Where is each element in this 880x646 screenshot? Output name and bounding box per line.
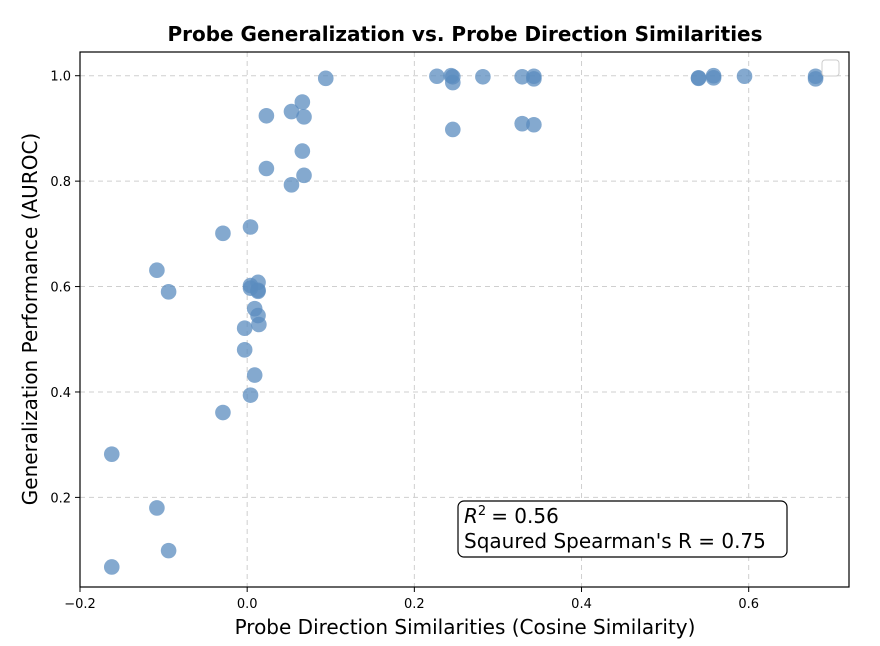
- data-point: [294, 94, 311, 110]
- data-point: [103, 446, 120, 462]
- data-point: [149, 500, 165, 516]
- data-point: [317, 70, 334, 87]
- annotation-spearman: Sqaured Spearman's R = 0.75: [464, 529, 766, 553]
- data-point: [160, 284, 177, 300]
- x-axis-label: Probe Direction Similarities (Cosine Sim…: [235, 615, 696, 639]
- data-point: [429, 68, 445, 85]
- data-point: [736, 68, 753, 85]
- plot-frame: [79, 51, 850, 588]
- data-point: [514, 115, 530, 132]
- data-points: [103, 67, 824, 575]
- data-point: [215, 404, 231, 421]
- data-point: [160, 542, 177, 559]
- data-point: [103, 559, 120, 575]
- data-point: [296, 109, 312, 125]
- r2-value: = 0.56: [491, 504, 559, 528]
- chart-title: Probe Generalization vs. Probe Direction…: [167, 22, 762, 46]
- axis-ticks: −0.2 0.0 0.2 0.4 0.6 0.2 0.4 0.6 0.8 1.0: [50, 70, 759, 612]
- data-point: [236, 342, 253, 358]
- data-point: [250, 283, 266, 300]
- data-point: [526, 116, 542, 133]
- data-point: [296, 167, 312, 184]
- data-point: [444, 121, 461, 138]
- x-tick-label: −0.2: [64, 597, 96, 612]
- r2-symbol: R: [464, 504, 478, 528]
- data-point: [283, 103, 300, 120]
- data-point: [283, 177, 300, 193]
- x-tick-label: 0.4: [571, 597, 592, 612]
- data-point: [242, 219, 259, 235]
- annotation-box: R2 = 0.56 Sqaured Spearman's R = 0.75: [457, 500, 788, 558]
- y-tick-label: 1.0: [50, 70, 71, 85]
- data-point: [149, 262, 165, 279]
- data-point: [514, 68, 530, 85]
- data-point: [294, 143, 311, 159]
- legend-box: [821, 59, 840, 77]
- data-point: [242, 387, 259, 403]
- annotation-r2: R2 = 0.56: [464, 504, 559, 528]
- y-axis-label: Generalization Performance (AUROC): [18, 133, 42, 505]
- data-point: [807, 71, 824, 87]
- data-point: [246, 367, 263, 383]
- data-point: [236, 320, 253, 336]
- x-tick-label: 0.2: [404, 597, 425, 612]
- data-point: [444, 74, 461, 91]
- r2-superscript: 2: [478, 504, 486, 519]
- y-tick-label: 0.2: [50, 491, 71, 506]
- y-tick-label: 0.4: [50, 386, 71, 401]
- data-point: [526, 71, 542, 87]
- data-point: [251, 316, 267, 333]
- data-point: [258, 107, 275, 124]
- x-tick-label: 0.6: [738, 597, 759, 612]
- y-tick-label: 0.8: [50, 175, 71, 190]
- y-tick-label: 0.6: [50, 281, 71, 296]
- annotation-frame: [457, 500, 788, 558]
- data-point: [258, 160, 275, 177]
- data-point: [475, 68, 491, 85]
- data-point: [690, 70, 707, 87]
- data-point: [215, 225, 231, 242]
- data-point: [705, 70, 722, 86]
- x-tick-label: 0.0: [237, 597, 258, 612]
